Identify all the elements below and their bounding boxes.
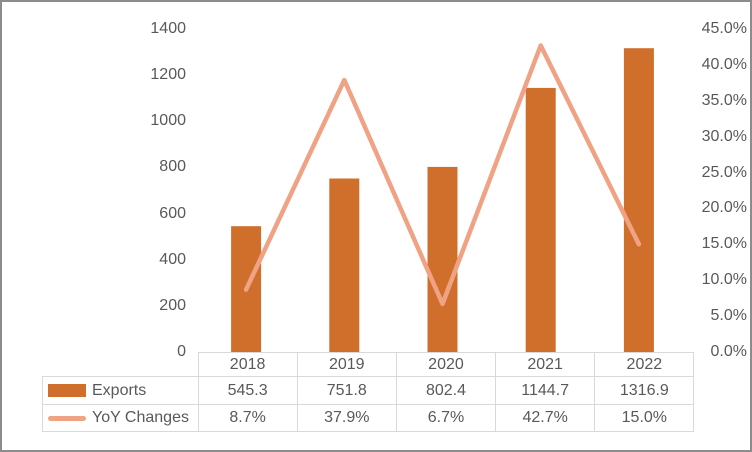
- y-left-tick-0: 1400: [150, 20, 186, 37]
- exports-value-cell-2021: 1144.7: [495, 376, 596, 405]
- y-right-tick-1: 40.0%: [701, 55, 747, 73]
- yoy-series-label: YoY Changes: [92, 409, 189, 426]
- data-table: 2018 2019 2020 2021 2022 Exports 545.3 751.8 802…: [42, 352, 695, 432]
- year-header-cell-2020: 2020: [395, 352, 497, 377]
- y-left-tick-2: 1000: [150, 112, 186, 130]
- y-right-tick-9: 0.0%: [710, 343, 747, 360]
- yoy-line: [243, 43, 642, 307]
- exports-value-cell-2018: 545.3: [197, 376, 298, 405]
- yoy-value-cell-2019: 37.9%: [296, 404, 397, 432]
- y-right-tick-6: 15.0%: [701, 235, 747, 253]
- year-header-cell-2022: 2022: [594, 352, 695, 377]
- year-header-cell-2021: 2021: [495, 352, 596, 377]
- exports-bar-2019: [329, 178, 360, 352]
- yoy-value-cell-2020: 6.7%: [395, 404, 497, 432]
- yoy-value-cell-2021: 42.7%: [495, 404, 596, 432]
- exports-legend-cell: Exports: [42, 376, 199, 405]
- y-left-tick-5: 400: [159, 250, 186, 268]
- y-right-tick-4: 25.0%: [701, 163, 747, 181]
- y-left-tick-7: 0: [177, 343, 186, 360]
- exports-bar-2020: [427, 166, 458, 352]
- exports-bar-2021: [525, 87, 556, 353]
- exports-value-cell-2019: 751.8: [296, 376, 397, 405]
- y-right-tick-3: 30.0%: [701, 127, 747, 145]
- exports-value-cell-2022: 1316.9: [594, 376, 695, 405]
- y-left-tick-4: 600: [159, 204, 186, 222]
- y-left-tick-1: 1200: [150, 66, 186, 84]
- y-right-tick-5: 20.0%: [701, 199, 747, 217]
- year-header-cell-2019: 2019: [296, 352, 397, 377]
- y-left-tick-3: 800: [159, 158, 186, 176]
- year-header-cell-2018: 2018: [197, 352, 298, 377]
- yoy-line-icon: [48, 415, 86, 421]
- yoy-value-cell-2022: 15.0%: [594, 404, 695, 432]
- exports-value-cell-2020: 802.4: [395, 376, 497, 405]
- y-right-tick-8: 5.0%: [710, 307, 747, 325]
- y-left-tick-6: 200: [159, 296, 186, 314]
- corner-cell: [43, 353, 199, 377]
- yoy-legend-cell: YoY Changes: [42, 404, 199, 432]
- y-right-tick-0: 45.0%: [701, 20, 747, 37]
- exports-bar-2022: [623, 48, 654, 352]
- exports-swatch-icon: [48, 384, 86, 397]
- y-right-tick-7: 10.0%: [701, 271, 747, 289]
- yoy-value-cell-2018: 8.7%: [197, 404, 298, 432]
- exports-series-label: Exports: [92, 381, 147, 399]
- y-right-tick-2: 35.0%: [701, 91, 747, 109]
